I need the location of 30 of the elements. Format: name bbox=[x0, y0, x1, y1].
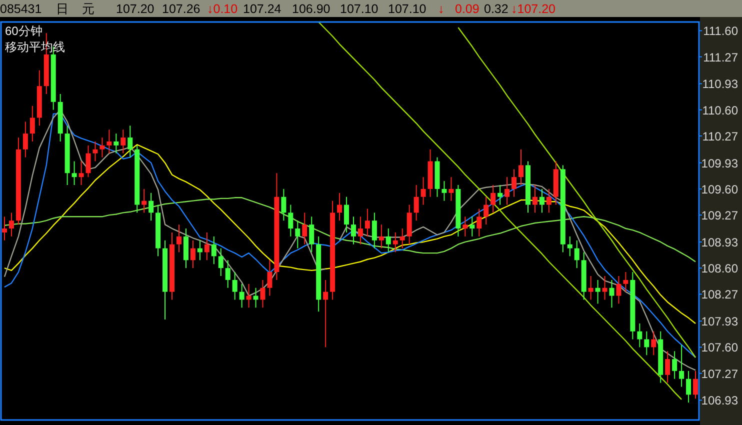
annotation: 元 bbox=[82, 2, 95, 16]
ytick: 109.27 bbox=[701, 208, 738, 223]
annotation: ↓107.20 bbox=[511, 2, 556, 16]
ytick: 108.27 bbox=[701, 288, 738, 302]
annotation: 0.32 bbox=[484, 2, 508, 16]
ytick: 111.60 bbox=[703, 24, 738, 38]
ytick: 111.27 bbox=[703, 50, 738, 64]
ytick: 109.60 bbox=[701, 182, 738, 196]
annotation: 107.26 bbox=[162, 2, 200, 16]
ytick: 110.27 bbox=[702, 129, 738, 144]
ytick: 107.93 bbox=[701, 314, 738, 329]
annotation: ↓ bbox=[438, 2, 444, 16]
ytick: 109.93 bbox=[701, 156, 738, 170]
ytick: 110.60 bbox=[702, 103, 738, 118]
ytick: 108.60 bbox=[701, 262, 738, 276]
annotation: 085431 bbox=[0, 2, 42, 16]
ytick: 106.93 bbox=[701, 394, 738, 408]
ytick: 107.27 bbox=[701, 366, 738, 381]
annotation: 107.10 bbox=[340, 2, 378, 16]
annotation: 日 bbox=[56, 2, 69, 16]
ytick: 108.93 bbox=[701, 235, 738, 250]
annotation: 106.90 bbox=[292, 2, 330, 16]
annotation: ↓0.10 bbox=[207, 2, 238, 16]
title: 60分钟 bbox=[5, 24, 42, 38]
annotation: 107.24 bbox=[243, 2, 282, 16]
annotation: 107.10 bbox=[388, 2, 426, 16]
ytick: 110.93 bbox=[702, 77, 738, 92]
annotation: 107.20 bbox=[116, 2, 154, 16]
annotation: 0.09 bbox=[455, 2, 480, 16]
ytick: 107.60 bbox=[701, 340, 738, 355]
